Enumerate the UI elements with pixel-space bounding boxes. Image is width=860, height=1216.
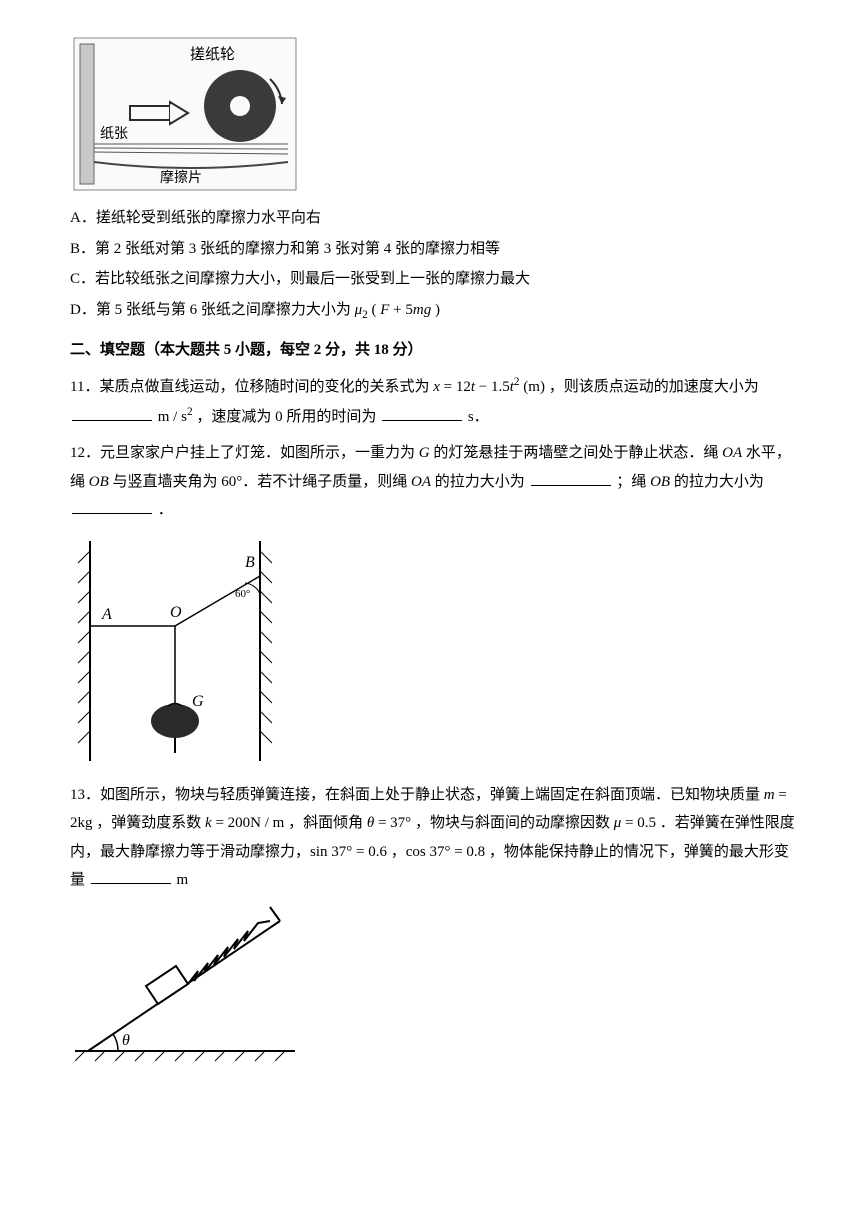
option-c: C．若比较纸张之间摩擦力大小，则最后一张受到上一张的摩擦力最大 bbox=[70, 265, 800, 294]
question-13: 13．如图所示，物块与轻质弹簧连接，在斜面上处于静止状态，弹簧上端固定在斜面顶端… bbox=[70, 781, 800, 895]
q12-OA1: OA bbox=[722, 445, 742, 461]
q11-unit-2: s． bbox=[468, 409, 489, 425]
q12-OB1: OB bbox=[89, 474, 109, 490]
option-a: A．搓纸轮受到纸张的摩擦力水平向右 bbox=[70, 204, 800, 233]
q12-t2: 的灯笼悬挂于两墙壁之间处于静止状态．绳 bbox=[433, 445, 722, 461]
svg-text:B: B bbox=[245, 554, 255, 571]
q12-t6: ；绳 bbox=[616, 474, 650, 490]
svg-text:A: A bbox=[101, 606, 112, 623]
q12-G: G bbox=[419, 445, 430, 461]
q13-blank bbox=[91, 869, 171, 884]
q13-t1: 13．如图所示，物块与轻质弹簧连接，在斜面上处于静止状态，弹簧上端固定在斜面顶端… bbox=[70, 787, 764, 803]
label-paper: 纸张 bbox=[100, 126, 128, 142]
label-friction: 摩擦片 bbox=[160, 169, 202, 186]
q11-text-2: ，则该质点运动的加速度大小为 bbox=[549, 379, 759, 395]
svg-text:60°: 60° bbox=[235, 588, 250, 600]
q12-t5: 的拉力大小为 bbox=[435, 474, 525, 490]
option-d: D．第 5 张纸与第 6 张纸之间摩擦力大小为 μ2 ( F + 5mg ) bbox=[70, 296, 800, 326]
q11-text-1: 11．某质点做直线运动，位移随时间的变化的关系式为 bbox=[70, 379, 433, 395]
q12-t4: 与竖直墙夹角为 60°．若不计绳子质量，则绳 bbox=[113, 474, 412, 490]
option-d-prefix: D．第 5 张纸与第 6 张纸之间摩擦力大小为 bbox=[70, 302, 355, 318]
figure-lantern: A O B 60° G bbox=[70, 531, 800, 771]
q13-mu: μ = 0.5 bbox=[614, 815, 656, 831]
question-11: 11．某质点做直线运动，位移随时间的变化的关系式为 x = 12t − 1.5t… bbox=[70, 372, 800, 431]
svg-text:O: O bbox=[170, 604, 182, 621]
q13-k: k = 200N / m bbox=[205, 815, 284, 831]
question-12: 12．元旦家家户户挂上了灯笼．如图所示，一重力为 G 的灯笼悬挂于两墙壁之间处于… bbox=[70, 439, 800, 525]
q12-t1: 12．元旦家家户户挂上了灯笼．如图所示，一重力为 bbox=[70, 445, 419, 461]
q11-blank-1 bbox=[72, 406, 152, 421]
q13-theta: θ = 37° bbox=[367, 815, 411, 831]
section-2-heading: 二、填空题（本大题共 5 小题，每空 2 分，共 18 分） bbox=[70, 336, 800, 365]
label-wheel: 搓纸轮 bbox=[190, 46, 235, 63]
q12-OA2: OA bbox=[411, 474, 431, 490]
q12-blank-1 bbox=[531, 471, 611, 486]
q11-blank-2 bbox=[382, 406, 462, 421]
q11-formula: x = 12t − 1.5t2 (m) bbox=[433, 379, 545, 395]
q12-OB2: OB bbox=[650, 474, 670, 490]
q11-unit-1: m / s2 bbox=[158, 409, 193, 425]
q12-t8: ． bbox=[158, 502, 173, 518]
svg-text:G: G bbox=[192, 693, 204, 710]
q13-t4: ，物块与斜面间的动摩擦因数 bbox=[415, 815, 614, 831]
q12-blank-2 bbox=[72, 499, 152, 514]
q13-t3: ，斜面倾角 bbox=[288, 815, 367, 831]
q13-t2: ，弹簧劲度系数 bbox=[96, 815, 205, 831]
figure-incline-spring: θ bbox=[70, 901, 800, 1071]
q11-text-3: ，速度减为 0 所用的时间为 bbox=[196, 409, 376, 425]
svg-text:θ: θ bbox=[122, 1032, 130, 1049]
figure-paper-roller: 搓纸轮 纸张 摩擦片 bbox=[70, 34, 800, 194]
option-b: B．第 2 张纸对第 3 张纸的摩擦力和第 3 张对第 4 张的摩擦力相等 bbox=[70, 235, 800, 264]
q12-t7: 的拉力大小为 bbox=[674, 474, 764, 490]
q13-unit: m bbox=[177, 872, 189, 888]
